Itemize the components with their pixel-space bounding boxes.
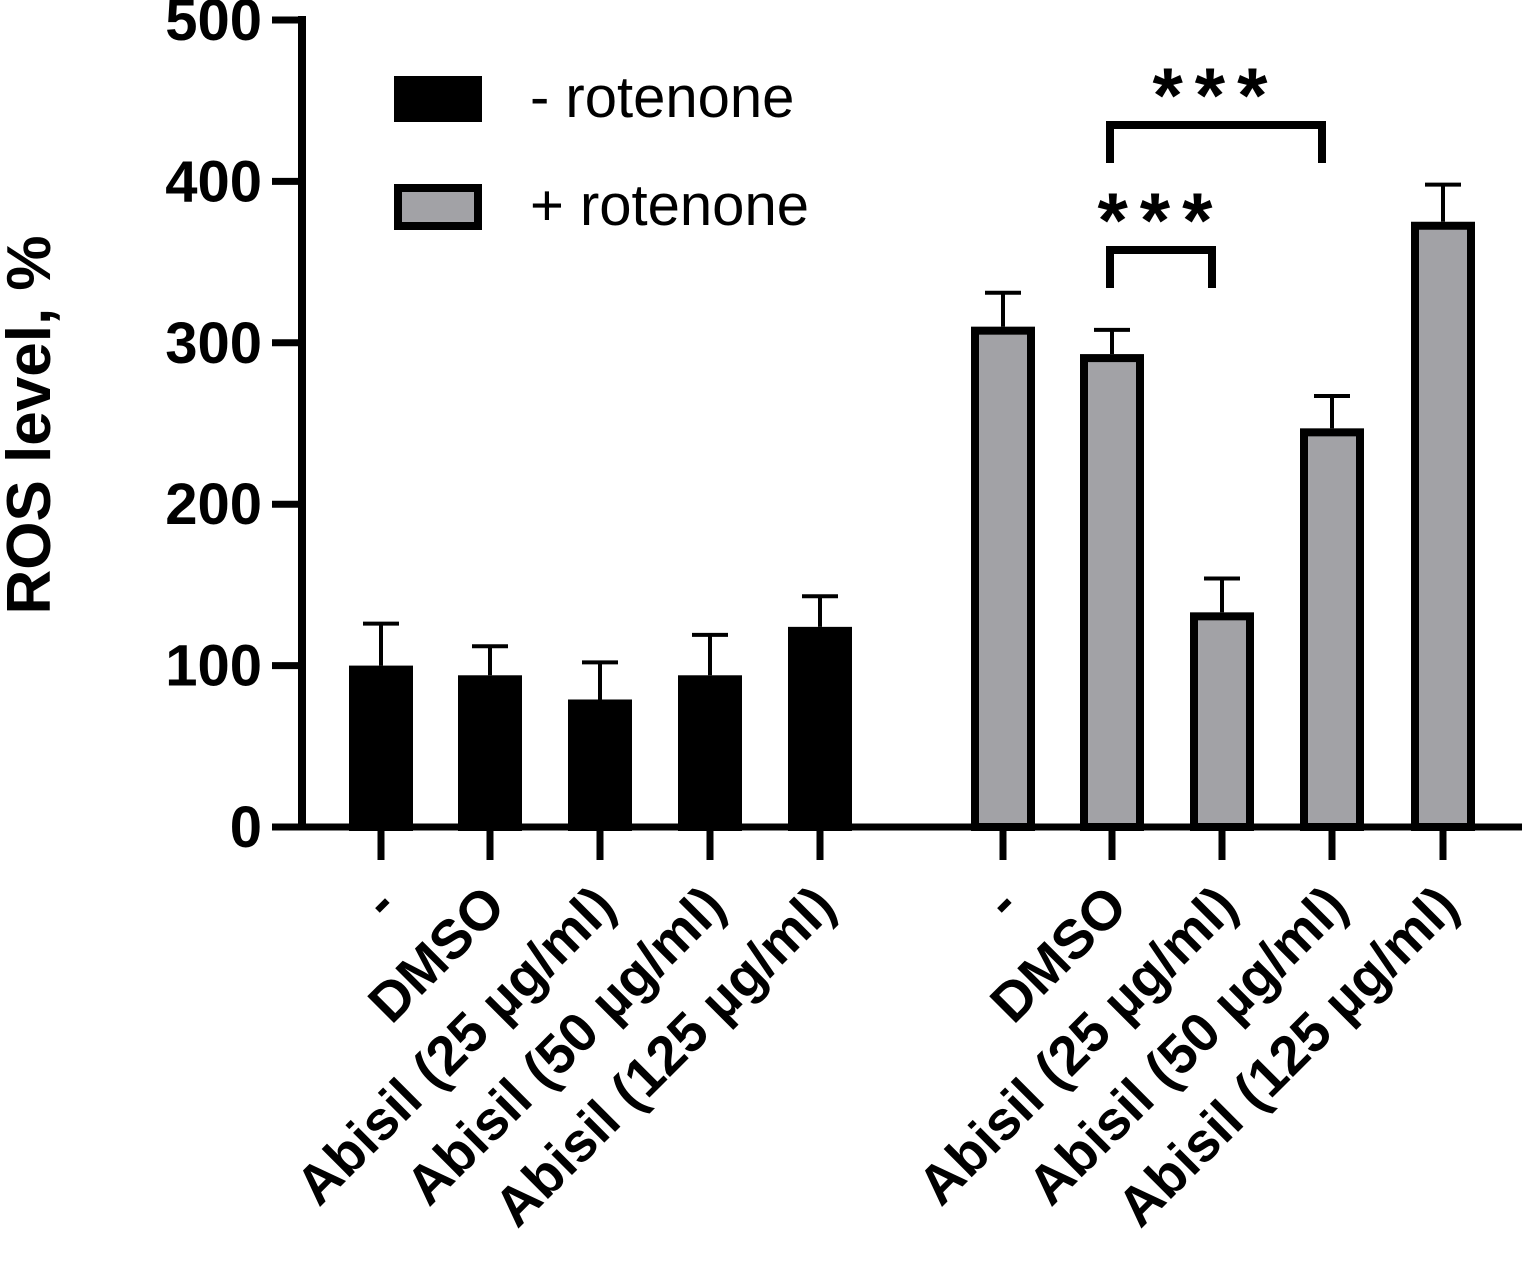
y-axis-label: ROS level, % xyxy=(0,235,64,614)
bar xyxy=(1300,428,1364,831)
bar xyxy=(971,326,1035,831)
significance-layer: *** *** xyxy=(1097,51,1326,288)
bar xyxy=(788,626,852,832)
bar xyxy=(1190,612,1254,832)
y-tick-label: 200 xyxy=(165,472,262,537)
x-tick-label: - xyxy=(973,874,1030,931)
legend: - rotenone + rotenone xyxy=(394,65,809,238)
bars-layer xyxy=(349,221,1475,832)
significance-label: *** xyxy=(1097,176,1224,264)
bar xyxy=(458,675,522,831)
y-tick-label: 0 xyxy=(230,795,262,860)
y-tick-label: 400 xyxy=(165,149,262,214)
x-tick-label: - xyxy=(351,874,408,931)
legend-label: + rotenone xyxy=(530,173,809,238)
legend-swatch xyxy=(394,76,482,122)
significance-label: *** xyxy=(1152,51,1279,139)
y-tick-label: 500 xyxy=(165,0,262,53)
bar xyxy=(1411,221,1475,831)
legend-swatch xyxy=(394,184,482,230)
y-tick-label: 100 xyxy=(165,634,262,699)
error-bars-layer xyxy=(363,182,1461,700)
bar xyxy=(349,665,413,831)
bar xyxy=(568,699,632,832)
y-tick-label: 300 xyxy=(165,311,262,376)
significance-bracket xyxy=(1106,121,1326,163)
legend-label: - rotenone xyxy=(530,65,794,130)
bar xyxy=(1080,354,1144,831)
bar xyxy=(678,675,742,831)
significance-bracket xyxy=(1106,246,1216,288)
